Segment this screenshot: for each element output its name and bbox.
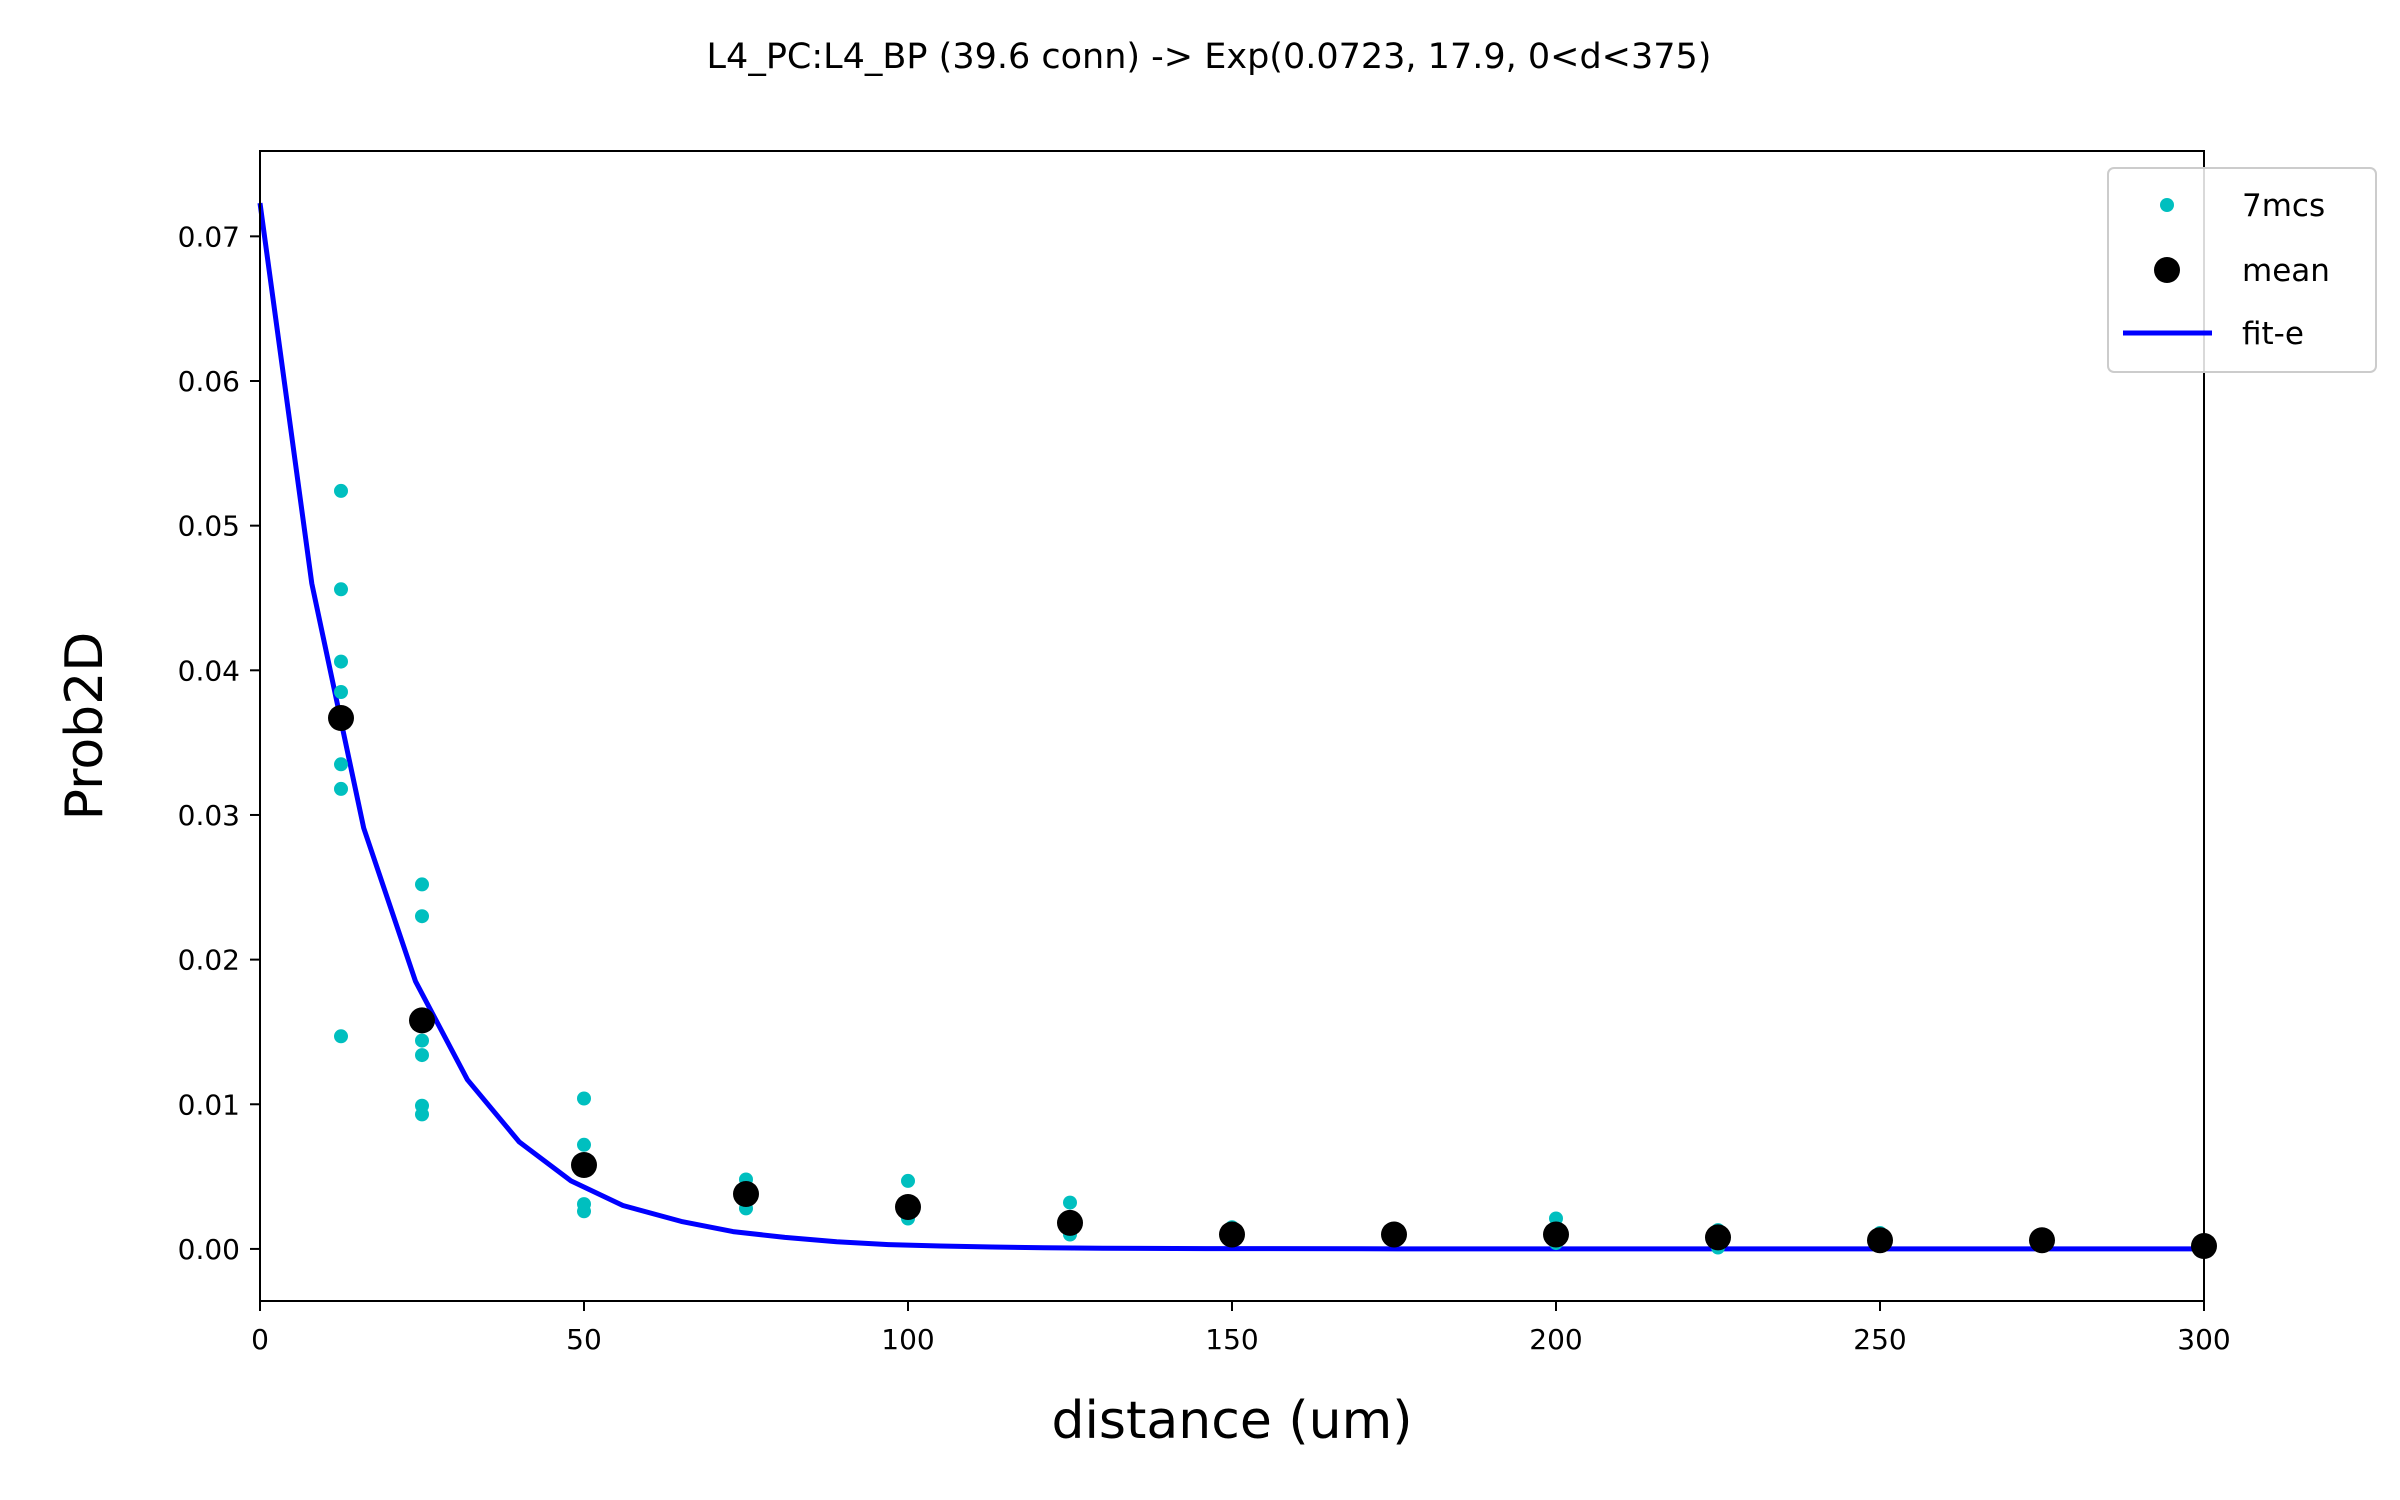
legend-label-fit-e: fit-e (2242, 316, 2304, 352)
y-tick-label: 0.07 (178, 220, 240, 253)
y-axis-label: Prob2D (55, 632, 115, 821)
legend-label-mean: mean (2242, 253, 2330, 289)
y-tick-label: 0.06 (178, 365, 240, 398)
mean-point (895, 1194, 921, 1220)
sample-point (334, 483, 348, 498)
mean-point (1057, 1209, 1083, 1236)
y-tick-label: 0.00 (178, 1233, 240, 1266)
x-tick-label: 300 (2177, 1323, 2230, 1356)
mean-points-layer (328, 705, 2217, 1259)
mean-point (1381, 1221, 1407, 1248)
plot-frame (259, 150, 2205, 1302)
sample-point (334, 781, 348, 796)
sample-point (334, 757, 348, 772)
mean-point (1867, 1227, 1893, 1254)
legend-marker-7mcs (2160, 198, 2174, 212)
y-tick-label: 0.01 (178, 1088, 240, 1121)
legend: 7mcs mean fit-e (2107, 167, 2377, 373)
fit-line (257, 202, 2204, 1252)
mean-point (1705, 1224, 1731, 1251)
mean-point (409, 1007, 435, 1034)
mean-point (1543, 1221, 1569, 1248)
sample-point (415, 1048, 429, 1063)
mean-point (2029, 1227, 2055, 1254)
sample-point (577, 1091, 591, 1106)
sample-point (1063, 1195, 1077, 1210)
x-tick-label: 0 (251, 1323, 269, 1356)
mean-point (571, 1152, 597, 1178)
sample-point (334, 582, 348, 597)
sample-point (415, 909, 429, 924)
sample-point (415, 1033, 429, 1048)
sample-point (577, 1204, 591, 1219)
y-tick-label: 0.02 (178, 944, 240, 977)
sample-points-layer (334, 483, 2211, 1255)
sample-point (334, 685, 348, 699)
y-tick-label: 0.05 (178, 510, 240, 543)
legend-label-7mcs: 7mcs (2242, 188, 2325, 224)
fit-line-layer (257, 202, 2204, 1252)
mean-point (1219, 1221, 1245, 1248)
x-tick-label: 50 (566, 1323, 602, 1356)
sample-point (334, 654, 348, 669)
x-tick-label: 150 (1205, 1323, 1258, 1356)
x-tick-label: 200 (1529, 1323, 1582, 1356)
mean-point (328, 705, 354, 731)
sample-point (415, 877, 429, 892)
x-tick-label: 100 (881, 1323, 934, 1356)
x-axis-label: distance (um) (1051, 1391, 1412, 1451)
y-tick-label: 0.04 (178, 654, 240, 687)
chart-title: L4_PC:L4_BP (39.6 conn) -> Exp(0.0723, 1… (707, 37, 1712, 77)
sample-point (415, 1107, 429, 1122)
x-tick-label: 250 (1853, 1323, 1906, 1356)
sample-point (577, 1137, 591, 1152)
mean-point (733, 1181, 759, 1207)
legend-marker-mean (2154, 257, 2180, 283)
y-tick-label: 0.03 (178, 799, 240, 832)
x-axis-ticks: 0 50 100 150 200 250 300 (251, 1301, 2231, 1356)
y-axis-ticks: 0.00 0.01 0.02 0.03 0.04 0.05 0.06 0.07 (178, 220, 260, 1266)
sample-point (901, 1173, 915, 1188)
sample-point (334, 1029, 348, 1044)
legend-box (2107, 167, 2377, 373)
